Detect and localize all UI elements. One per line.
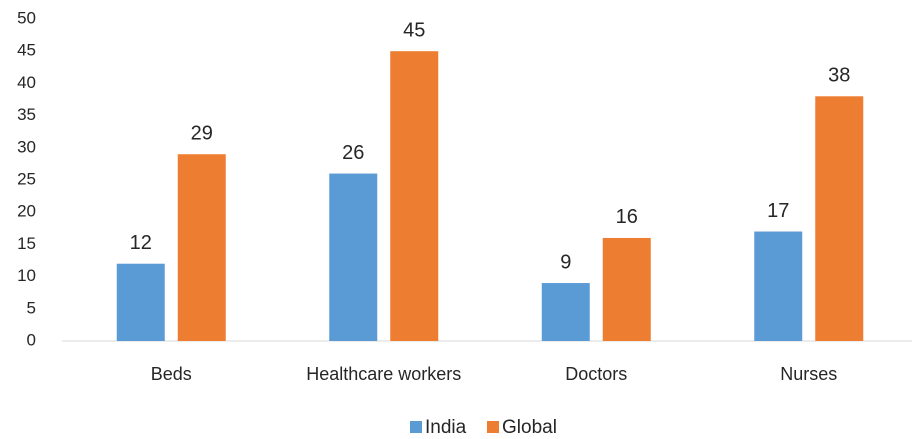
- y-tick-label: 50: [17, 8, 36, 27]
- y-tick-label: 10: [17, 266, 36, 285]
- y-tick-label: 25: [17, 169, 36, 188]
- bar: [177, 154, 226, 341]
- legend-swatch: [487, 421, 499, 433]
- bar: [541, 283, 590, 341]
- data-label: 29: [191, 123, 213, 145]
- y-tick-label: 0: [27, 330, 36, 349]
- bar: [754, 231, 803, 341]
- y-tick-label: 5: [27, 298, 36, 317]
- bar: [602, 237, 651, 341]
- bar: [116, 263, 165, 341]
- data-label: 45: [403, 19, 425, 41]
- legend-label: India: [425, 417, 467, 438]
- x-tick-label: Healthcare workers: [306, 364, 461, 384]
- y-tick-label: 15: [17, 234, 36, 253]
- x-tick-label: Beds: [151, 364, 192, 384]
- bar: [815, 96, 864, 341]
- y-tick-label: 35: [17, 105, 36, 124]
- data-label: 12: [130, 232, 152, 254]
- x-tick-label: Doctors: [565, 364, 627, 384]
- legend-swatch: [410, 421, 422, 433]
- data-label: 17: [767, 200, 789, 222]
- y-tick-label: 40: [17, 73, 36, 92]
- data-label: 38: [828, 65, 850, 87]
- y-tick-label: 30: [17, 137, 36, 156]
- data-label: 16: [616, 206, 638, 228]
- bar: [390, 51, 439, 341]
- x-tick-label: Nurses: [780, 364, 837, 384]
- y-tick-label: 20: [17, 202, 36, 221]
- data-label: 26: [342, 142, 364, 164]
- data-label: 9: [560, 251, 571, 273]
- y-tick-label: 45: [17, 41, 36, 60]
- bar: [329, 173, 378, 341]
- legend-label: Global: [502, 417, 557, 438]
